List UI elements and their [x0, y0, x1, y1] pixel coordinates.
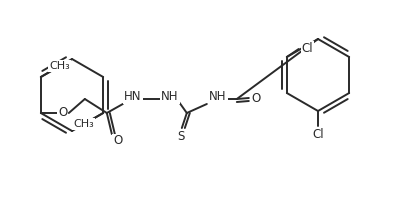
Text: O: O — [58, 106, 67, 119]
Text: NH: NH — [161, 91, 178, 104]
Text: O: O — [251, 92, 260, 105]
Text: S: S — [177, 130, 184, 142]
Text: CH₃: CH₃ — [73, 119, 93, 129]
Text: NH: NH — [209, 91, 226, 104]
Text: O: O — [113, 134, 122, 147]
Text: Cl: Cl — [311, 128, 323, 141]
Text: HN: HN — [124, 91, 141, 104]
Text: CH₃: CH₃ — [49, 61, 70, 71]
Text: Cl: Cl — [301, 42, 313, 55]
